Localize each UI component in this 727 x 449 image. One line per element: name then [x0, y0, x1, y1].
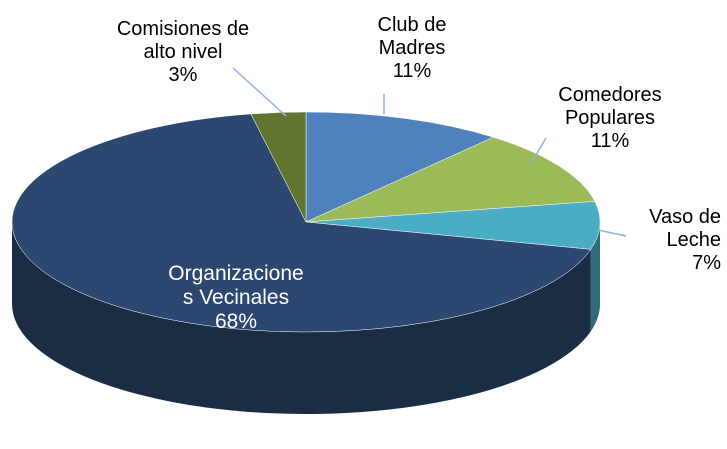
value-label: 11%: [590, 130, 630, 152]
category-label: Comedores Populares: [558, 84, 662, 129]
slice: [250, 111, 307, 223]
value-label: 11%: [392, 60, 432, 82]
slice: [305, 136, 596, 223]
leader-line: [597, 229, 627, 237]
category-label: Organizacione s Vecinales: [168, 262, 304, 309]
leader-line: [232, 67, 287, 117]
slice-label: Club de Madres 11%: [312, 14, 512, 83]
leader-line: [531, 137, 547, 163]
slice-label: Organizacione s Vecinales 68%: [136, 262, 336, 334]
value-label: 7%: [692, 252, 721, 274]
value-label: 3%: [168, 64, 198, 86]
slice: [305, 201, 601, 250]
slice: [305, 111, 495, 223]
slice-label: Comedores Populares 11%: [510, 84, 710, 153]
value-label: 68%: [214, 310, 258, 333]
slice-label: Vaso de Leche 7%: [521, 206, 721, 275]
slice: [11, 113, 592, 333]
category-label: Comisiones de alto nivel: [116, 18, 250, 63]
slice-label: Comisiones de alto nivel 3%: [83, 18, 283, 87]
slice-side: [590, 222, 600, 332]
slice-side: [12, 222, 591, 414]
category-label: Club de Madres: [377, 14, 447, 59]
category-label: Vaso de Leche: [649, 206, 721, 251]
